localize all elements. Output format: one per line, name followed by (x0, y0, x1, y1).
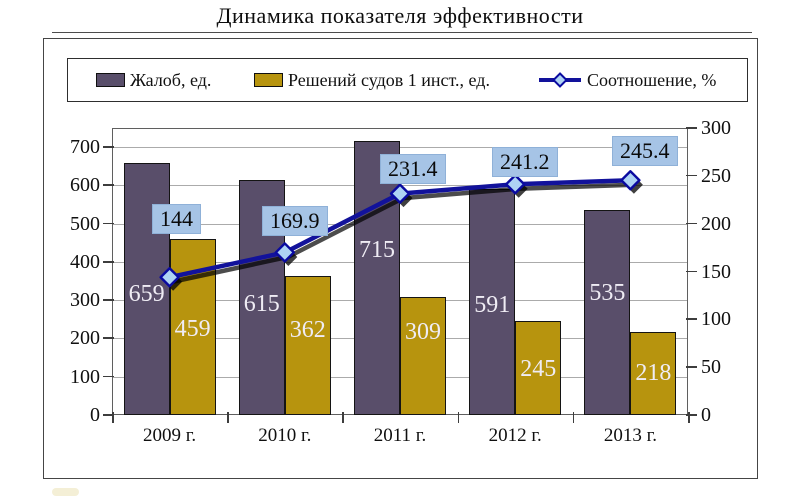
y-axis-label-left: 300 (70, 289, 100, 312)
right-axis-tick (686, 174, 697, 177)
y-axis-label-left: 0 (90, 404, 100, 426)
left-axis-tick (103, 184, 114, 186)
y-axis-label-right: 0 (701, 404, 711, 426)
bar-decisions (630, 331, 677, 415)
ratio-value-callout: 169.9 (262, 206, 328, 236)
bar-decisions (284, 276, 331, 415)
bar-value-label: 615 (243, 291, 280, 317)
left-axis-tick (103, 375, 114, 378)
bar-value-label: 659 (128, 281, 165, 307)
y-axis-label-left: 700 (70, 136, 100, 159)
y-axis-label-left: 500 (70, 212, 100, 235)
gridline (113, 147, 687, 149)
y-axis-label-right: 100 (701, 308, 731, 331)
title-underline (52, 32, 752, 33)
y-axis-label-right: 200 (701, 212, 731, 235)
ratio-value-callout: 245.4 (612, 136, 678, 166)
x-axis-label: 2009 г. (143, 425, 197, 446)
ratio-line-marker-icon (539, 72, 581, 88)
left-axis-tick (103, 146, 114, 148)
bar-value-label: 362 (289, 317, 326, 343)
x-axis-tick (342, 412, 344, 423)
y-axis-label-left: 200 (70, 327, 100, 350)
y-axis-label-left: 600 (70, 174, 100, 197)
legend-item-decisions: Решений судов 1 инст., ед. (254, 59, 490, 101)
bar-value-label: 591 (474, 292, 511, 318)
bar-value-label: 245 (520, 356, 557, 382)
x-axis-tick (688, 412, 690, 423)
bar-complaints (584, 210, 631, 415)
y-axis-label-left: 400 (70, 250, 100, 273)
right-axis-tick (686, 366, 697, 368)
right-axis-tick (686, 270, 697, 273)
x-axis-tick (457, 412, 460, 423)
left-axis-tick (103, 337, 114, 340)
x-axis-tick (572, 412, 575, 423)
legend-item-ratio: Соотношение, % (538, 59, 716, 101)
complaints-swatch-icon (96, 73, 125, 87)
left-axis-tick (103, 299, 114, 301)
x-axis-label: 2012 г. (488, 425, 542, 446)
ratio-value-callout: 241.2 (492, 147, 558, 177)
bar-value-label: 309 (405, 319, 441, 345)
y-axis-label-left: 100 (70, 365, 100, 388)
decisions-swatch-icon (254, 73, 283, 87)
bar-value-label: 459 (174, 316, 211, 342)
bar-value-label: 715 (359, 237, 395, 263)
x-axis-label: 2013 г. (603, 425, 657, 446)
bar-decisions (400, 296, 446, 415)
bar-decisions (515, 321, 562, 415)
legend-item-complaints: Жалоб, ед. (96, 59, 211, 101)
left-axis-tick (103, 414, 114, 416)
right-axis-tick (686, 222, 697, 225)
ratio-value-callout: 144 (152, 204, 201, 234)
legend-label-decisions: Решений судов 1 инст., ед. (288, 69, 490, 90)
left-axis-tick (103, 222, 114, 225)
y-axis-label-right: 300 (701, 117, 731, 139)
legend-label-ratio: Соотношение, % (587, 69, 717, 90)
ratio-value-callout: 231.4 (380, 154, 446, 184)
x-axis-label: 2011 г. (373, 425, 427, 446)
y-axis-label-right: 50 (701, 356, 721, 379)
left-axis-tick (103, 260, 114, 263)
x-axis-tick (227, 412, 229, 423)
bar-value-label: 218 (635, 360, 672, 386)
y-axis-label-right: 150 (701, 260, 731, 283)
artifact-smudge (52, 488, 79, 496)
x-axis-label: 2010 г. (258, 425, 312, 446)
y-axis-label-right: 250 (701, 164, 731, 187)
right-axis-tick (686, 318, 697, 320)
legend-label-complaints: Жалоб, ед. (130, 69, 212, 90)
right-axis-tick (686, 127, 697, 129)
bar-value-label: 535 (589, 280, 626, 306)
right-axis-tick (686, 414, 697, 416)
x-axis-tick (112, 412, 114, 423)
chart-title: Динамика показателя эффективности (216, 3, 584, 28)
bar-complaints (123, 162, 170, 415)
legend: Жалоб, ед. Решений судов 1 инст., ед. Со… (67, 58, 748, 102)
